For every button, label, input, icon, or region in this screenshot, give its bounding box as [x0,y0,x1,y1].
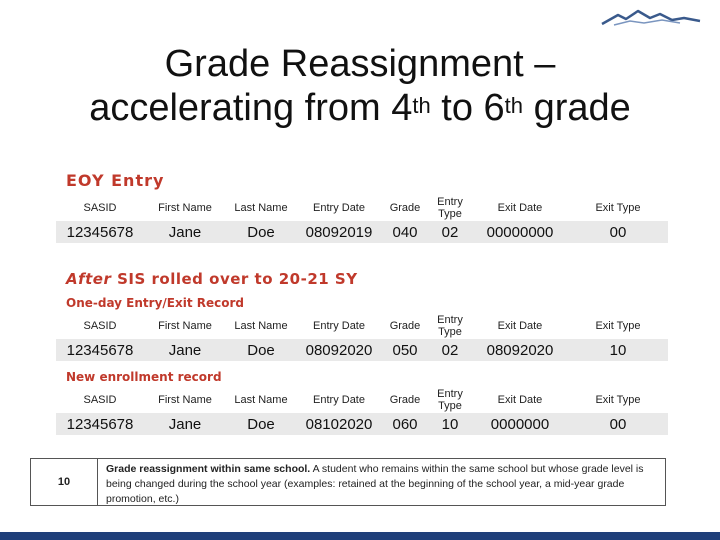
eoy-entry-label: EOY Entry [66,171,165,190]
exit-type-cell: 00 [568,221,668,243]
grade-cell: 050 [382,339,428,361]
first-name-cell: Jane [144,221,226,243]
last-name-cell: Doe [226,221,296,243]
column-header: First Name [144,386,226,413]
entry-date-cell: 08092019 [296,221,382,243]
table-row: 12345678 Jane Doe 08092020 050 02 080920… [56,339,668,361]
column-header: Exit Date [472,386,568,413]
first-name-cell: Jane [144,413,226,435]
column-header: SASID [56,386,144,413]
entry-date-cell: 08092020 [296,339,382,361]
sasid-cell: 12345678 [56,413,144,435]
column-header: SASID [56,194,144,221]
last-name-cell: Doe [226,339,296,361]
table-row: 12345678 Jane Doe 08102020 060 10 000000… [56,413,668,435]
column-header: Exit Date [472,312,568,339]
definition-code: 10 [31,459,98,505]
new-enrollment-table: SASID First Name Last Name Entry Date Gr… [56,386,668,435]
exit-date-cell: 00000000 [472,221,568,243]
column-header: Entry Type [428,194,472,221]
entry-type-cell: 02 [428,221,472,243]
footer-bar [0,532,720,540]
sasid-cell: 12345678 [56,339,144,361]
first-name-cell: Jane [144,339,226,361]
column-header: Exit Type [568,194,668,221]
mountain-logo-icon [601,9,701,26]
entry-date-cell: 08102020 [296,413,382,435]
column-header: Grade [382,312,428,339]
column-header: Grade [382,386,428,413]
column-header: Last Name [226,312,296,339]
exit-type-cell: 00 [568,413,668,435]
eoy-record-table: SASID First Name Last Name Entry Date Gr… [56,194,668,243]
column-header: Exit Type [568,312,668,339]
column-header: Exit Date [472,194,568,221]
title-line-1: Grade Reassignment – [164,43,556,85]
entry-type-definition-box: 10 Grade reassignment within same school… [30,458,666,506]
new-enrollment-label: New enrollment record [66,370,222,384]
column-header: First Name [144,194,226,221]
column-header: Exit Type [568,386,668,413]
title-line-2: accelerating from 4th to 6th grade [89,87,631,129]
column-header: Entry Date [296,312,382,339]
exit-date-cell: 0000000 [472,413,568,435]
grade-cell: 060 [382,413,428,435]
definition-text: Grade reassignment within same school. A… [106,463,644,505]
column-header: Entry Type [428,312,472,339]
table-row: 12345678 Jane Doe 08092019 040 02 000000… [56,221,668,243]
one-day-record-table: SASID First Name Last Name Entry Date Gr… [56,312,668,361]
entry-type-cell: 02 [428,339,472,361]
entry-type-cell: 10 [428,413,472,435]
column-header: First Name [144,312,226,339]
column-header: Entry Date [296,194,382,221]
last-name-cell: Doe [226,413,296,435]
column-header: Last Name [226,194,296,221]
column-header: Entry Type [428,386,472,413]
column-header: Grade [382,194,428,221]
exit-type-cell: 10 [568,339,668,361]
table-header-row: SASID First Name Last Name Entry Date Gr… [56,386,668,413]
sasid-cell: 12345678 [56,221,144,243]
after-rollover-label: After SIS rolled over to 20-21 SY [66,270,358,288]
column-header: SASID [56,312,144,339]
table-header-row: SASID First Name Last Name Entry Date Gr… [56,194,668,221]
grade-cell: 040 [382,221,428,243]
table-header-row: SASID First Name Last Name Entry Date Gr… [56,312,668,339]
slide-title: Grade Reassignment – accelerating from 4… [0,42,720,130]
exit-date-cell: 08092020 [472,339,568,361]
one-day-record-label: One-day Entry/Exit Record [66,296,244,310]
column-header: Last Name [226,386,296,413]
column-header: Entry Date [296,386,382,413]
